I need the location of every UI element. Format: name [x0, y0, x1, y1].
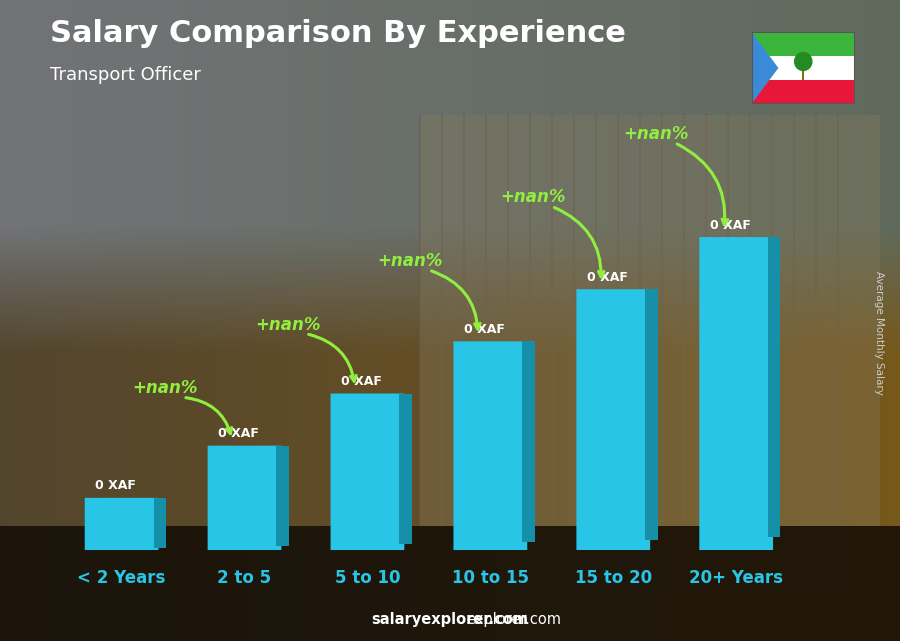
Bar: [420, 115, 880, 526]
Text: 0 XAF: 0 XAF: [95, 479, 136, 492]
Text: +nan%: +nan%: [132, 379, 197, 397]
Text: 0 XAF: 0 XAF: [587, 271, 627, 284]
Text: +nan%: +nan%: [255, 315, 320, 333]
Polygon shape: [154, 498, 166, 548]
Bar: [752, 80, 855, 104]
Text: Transport Officer: Transport Officer: [50, 66, 201, 84]
FancyBboxPatch shape: [85, 498, 158, 550]
FancyBboxPatch shape: [576, 289, 650, 550]
Text: +nan%: +nan%: [624, 124, 689, 142]
FancyBboxPatch shape: [330, 394, 404, 550]
Bar: [752, 32, 855, 56]
Polygon shape: [645, 289, 658, 540]
Polygon shape: [276, 445, 289, 546]
Text: 0 XAF: 0 XAF: [464, 323, 505, 336]
Text: explorer.com: explorer.com: [466, 612, 562, 627]
Bar: [0, 526, 900, 641]
Circle shape: [795, 53, 812, 71]
FancyBboxPatch shape: [699, 237, 773, 550]
Text: +nan%: +nan%: [378, 252, 443, 270]
Text: salaryexplorer.com: salaryexplorer.com: [372, 612, 528, 627]
Polygon shape: [752, 32, 778, 104]
FancyBboxPatch shape: [208, 445, 282, 550]
Text: Average Monthly Salary: Average Monthly Salary: [874, 271, 885, 395]
Bar: [802, 63, 805, 79]
Text: 0 XAF: 0 XAF: [218, 428, 259, 440]
FancyBboxPatch shape: [454, 342, 527, 550]
Polygon shape: [769, 237, 780, 538]
Bar: [752, 56, 855, 80]
Text: +nan%: +nan%: [500, 188, 566, 206]
Polygon shape: [400, 394, 411, 544]
Polygon shape: [522, 342, 535, 542]
Text: Salary Comparison By Experience: Salary Comparison By Experience: [50, 19, 625, 47]
Text: 0 XAF: 0 XAF: [709, 219, 751, 232]
Text: 0 XAF: 0 XAF: [341, 375, 382, 388]
